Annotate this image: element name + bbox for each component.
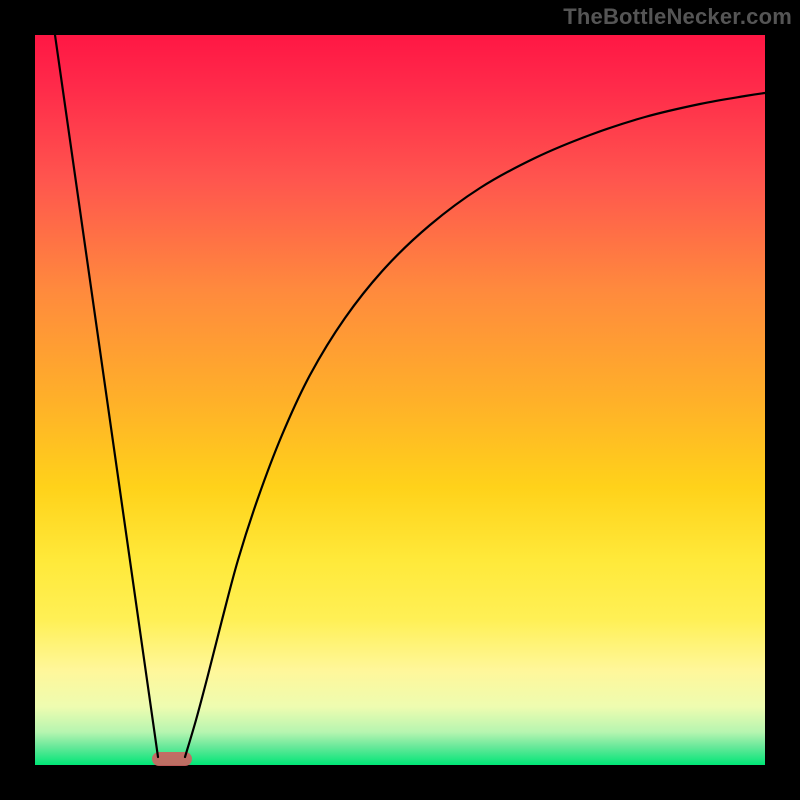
chart-svg: [0, 0, 800, 800]
bottleneck-chart: TheBottleNecker.com: [0, 0, 800, 800]
watermark: TheBottleNecker.com: [563, 4, 792, 30]
